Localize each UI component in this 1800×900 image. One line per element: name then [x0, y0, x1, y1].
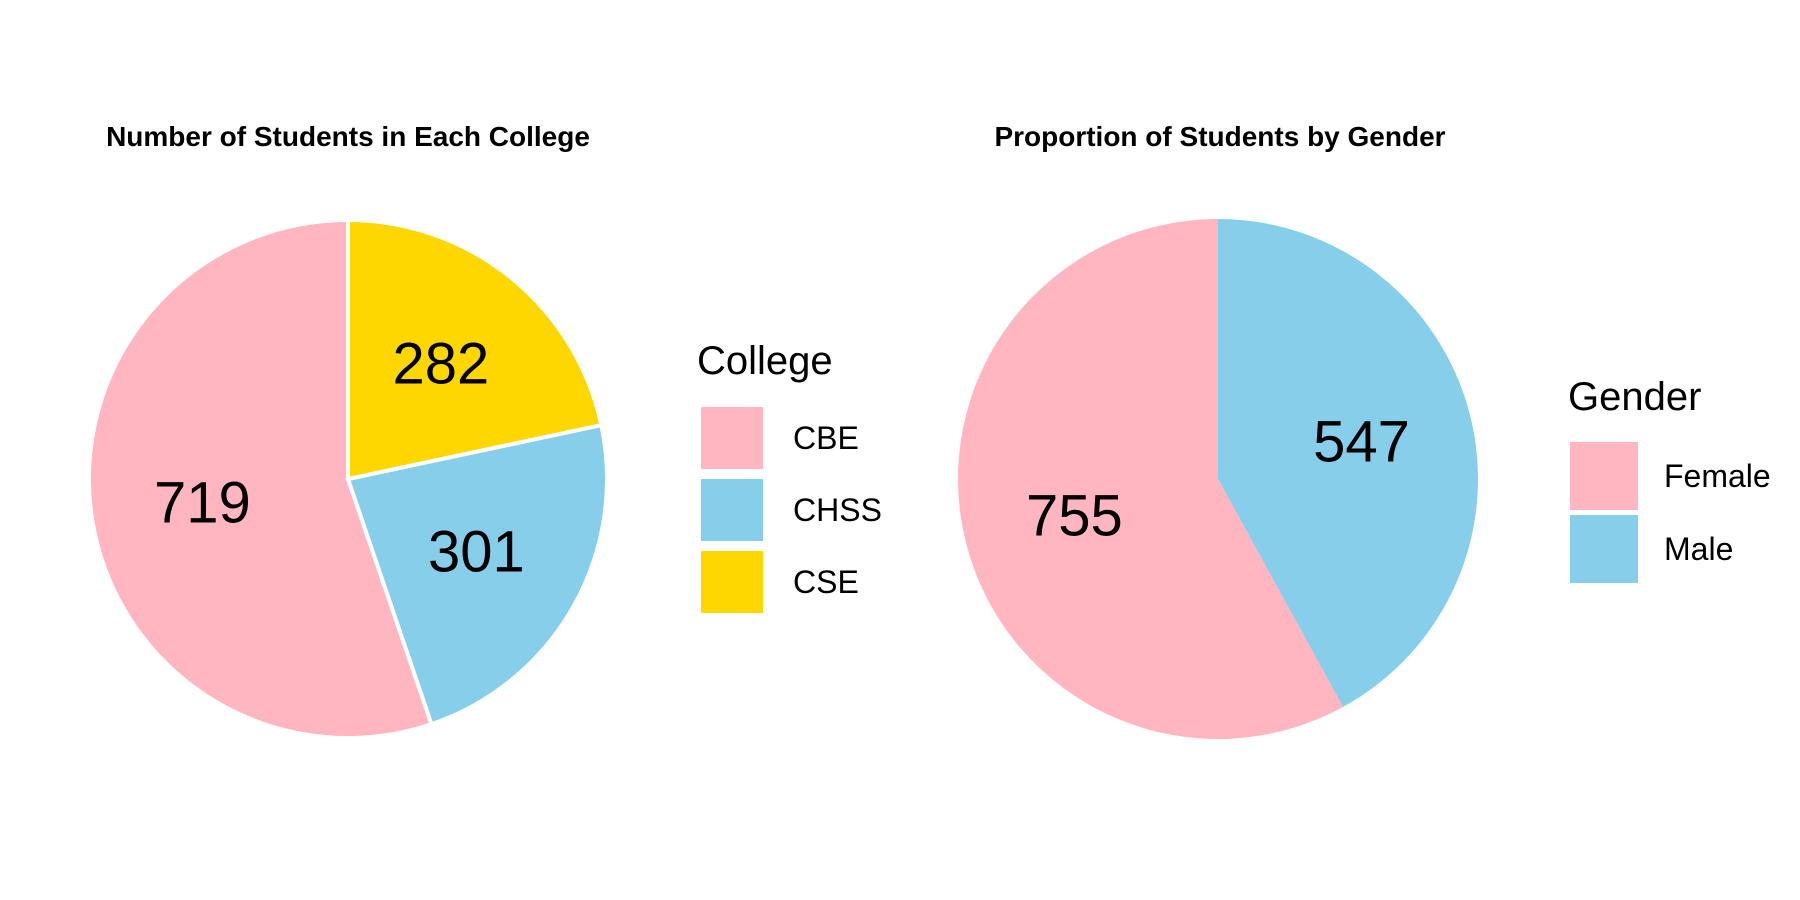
college-legend-key-cbe: [701, 407, 763, 469]
college-slice-chss: [345, 422, 609, 727]
gender-slice-male: [1218, 219, 1478, 707]
gender-legend-label-male: Male: [1664, 531, 1733, 567]
college-legend-label-chss: CHSS: [793, 492, 882, 528]
gender-slice-label-female: 755: [1026, 483, 1123, 548]
college-legend-label-cbe: CBE: [793, 420, 859, 456]
college-slice-cse: [346, 217, 604, 482]
college-legend: College CBE CHSS CSE: [697, 339, 882, 613]
gender-legend: Gender Female Male: [1568, 375, 1771, 583]
college-legend-key-cse: [701, 551, 763, 613]
gender-slice-female: [958, 219, 1344, 739]
gender-slice-label-male: 547: [1313, 410, 1410, 475]
gender-legend-key-male: [1570, 515, 1638, 583]
college-pie: 719 301 282: [87, 217, 609, 740]
college-slice-label-chss: 301: [428, 519, 525, 584]
college-chart-panel: Number of Students in Each College 719 30…: [87, 121, 882, 740]
college-slice-label-cse: 282: [392, 332, 489, 397]
gender-legend-title: Gender: [1568, 375, 1701, 419]
gender-chart-panel: Proportion of Students by Gender 755547 …: [958, 121, 1771, 739]
college-legend-title: College: [697, 339, 833, 383]
gender-pie: 755 547: [958, 219, 1478, 739]
college-chart-title: Number of Students in Each College: [106, 121, 590, 152]
gender-chart-title: Proportion of Students by Gender: [994, 121, 1445, 152]
college-legend-key-chss: [701, 479, 763, 541]
college-slice-label-cbe: 719: [154, 471, 251, 536]
college-slice-cbe: [87, 217, 435, 740]
gender-legend-key-female: [1570, 442, 1638, 510]
college-legend-label-cse: CSE: [793, 564, 859, 600]
gender-legend-label-female: Female: [1664, 458, 1771, 494]
